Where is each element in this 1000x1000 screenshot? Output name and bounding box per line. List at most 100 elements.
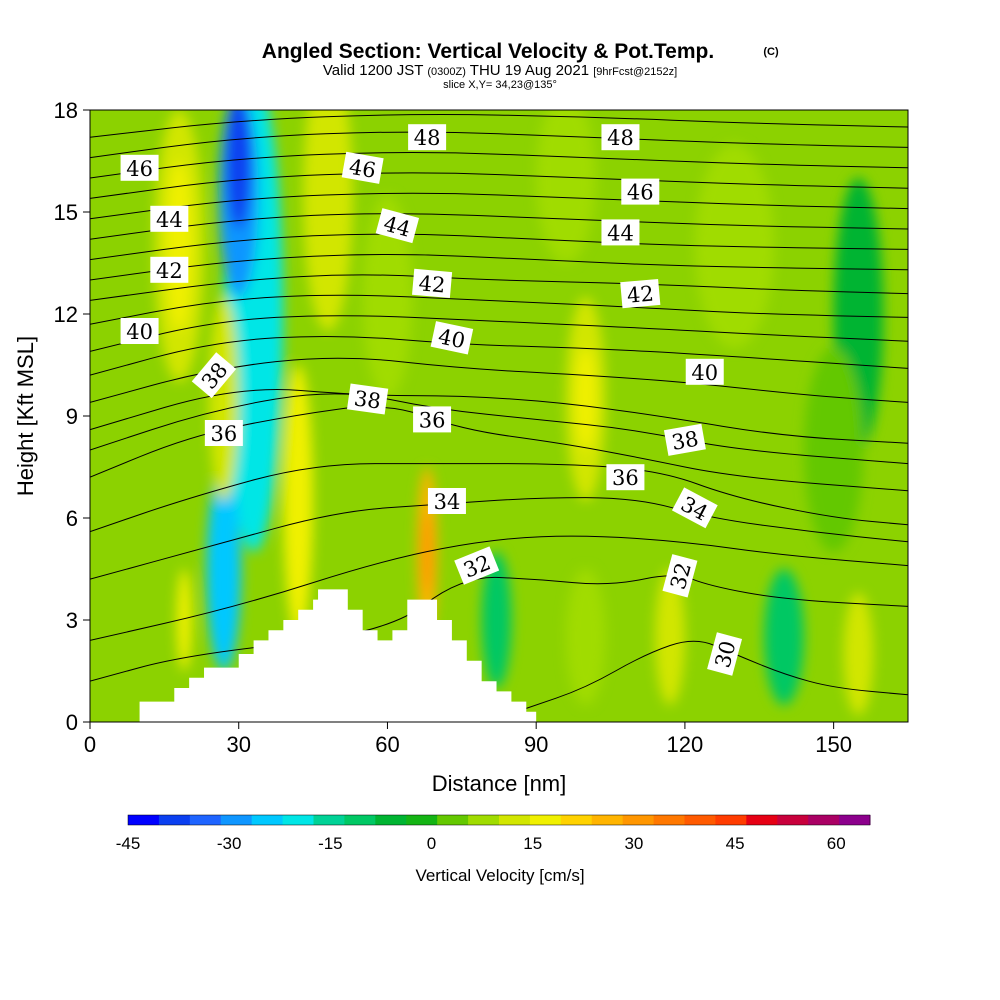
velocity-cell (362, 195, 413, 399)
y-tick-label: 3 (66, 608, 78, 633)
contour-label-box (191, 352, 237, 399)
contour-label-box (601, 219, 640, 246)
terrain-mask (139, 589, 537, 722)
velocity-cell (283, 365, 314, 637)
colorbar-swatch (715, 815, 747, 825)
contour-label-text: 44 (607, 221, 634, 245)
colorbar-swatch (653, 815, 685, 825)
contour-label-box (413, 406, 452, 433)
colorbar-swatch (808, 815, 840, 825)
x-tick-label: 90 (524, 732, 548, 757)
contour-label-box (204, 420, 243, 446)
colorbar: -45 -30 -15 0 15 30 45 60 (116, 814, 871, 853)
velocity-cell (565, 569, 606, 705)
colorbar-tick-label: -30 (217, 834, 242, 853)
y-tick-label: 18 (54, 98, 78, 123)
colorbar-swatch (158, 815, 191, 825)
theta-contour-line (90, 172, 908, 199)
contour-label-text: 36 (612, 466, 639, 490)
colorbar-swatch (839, 815, 871, 825)
valid-zulu: (0300Z) (427, 66, 466, 78)
colorbar-swatch (375, 815, 407, 825)
colorbar-swatch (560, 815, 593, 825)
colorbar-swatch (128, 815, 160, 825)
velocity-cell (536, 110, 596, 263)
contour-label-box (375, 208, 420, 244)
contour-label-text: 38 (353, 386, 383, 413)
contour-label-box (620, 278, 661, 309)
theta-contour-line (90, 535, 908, 641)
chart-title-mark: (C) (763, 46, 779, 58)
contour-label: 46 (341, 151, 384, 184)
contour-label-text: 48 (414, 126, 441, 150)
contour-label-text: 36 (210, 422, 237, 446)
chart-title: Angled Section: Vertical Velocity & Pot.… (262, 40, 714, 63)
contour-label-box (427, 488, 466, 514)
colorbar-label: Vertical Velocity [cm/s] (415, 866, 584, 885)
colorbar-swatch (684, 815, 716, 825)
theta-contour-line (90, 114, 908, 138)
contour-label: 36 (413, 406, 452, 433)
contour-label: 40 (430, 321, 474, 355)
contour-label: 42 (412, 268, 453, 299)
velocity-cell (206, 467, 242, 671)
contour-label: 44 (601, 219, 640, 246)
colorbar-swatch (189, 815, 222, 825)
chart-header: Angled Section: Vertical Velocity & Pot.… (262, 40, 779, 91)
velocity-cell (208, 297, 239, 501)
contour-label: 36 (606, 464, 645, 491)
contour-label-box (685, 358, 724, 385)
contour-label-text: 44 (156, 208, 183, 232)
valid-time: Valid 1200 JST (0300Z) THU 19 Aug 2021 [… (323, 62, 677, 79)
y-tick-label: 9 (66, 404, 78, 429)
colorbar-swatch (282, 815, 314, 825)
contour-label-text: 40 (436, 324, 467, 353)
colorbar-swatch (344, 815, 376, 825)
theta-contour-line (90, 389, 908, 444)
colorbar-swatch (499, 815, 531, 825)
x-tick-label: 120 (667, 732, 704, 757)
colorbar-swatch (591, 815, 624, 825)
velocity-cell (226, 110, 252, 229)
theta-contour-line (90, 357, 908, 403)
colorbar-tick-label: 60 (827, 834, 846, 853)
theta-contour-line (90, 335, 908, 376)
contour-label-text: 46 (627, 181, 654, 205)
x-tick-label: 30 (226, 732, 250, 757)
contour-label: 42 (150, 256, 189, 283)
y-tick-label: 6 (66, 506, 78, 531)
x-tick-label: 150 (815, 732, 852, 757)
contour-label-box (341, 151, 384, 184)
velocity-cell (694, 144, 775, 348)
y-axis-label: Height [Kft MSL] (13, 336, 38, 496)
y-tick-label: 12 (54, 302, 78, 327)
contour-label-text: 40 (691, 361, 718, 385)
contour-label-text: 48 (607, 126, 634, 150)
contour-label-box (621, 178, 660, 205)
contour-label-box (120, 318, 159, 344)
y-tick-label: 15 (54, 200, 78, 225)
x-axis: 0 30 60 90 120 150 (84, 722, 852, 757)
colorbar-tick-label: 45 (726, 834, 745, 853)
colorbar-swatch (622, 815, 655, 825)
contour-label: 48 (601, 124, 640, 151)
contour-label-box (430, 321, 474, 355)
contour-label-text: 42 (156, 259, 183, 283)
contour-label-text: 42 (626, 281, 655, 307)
theta-contour-line (90, 575, 908, 682)
contour-label-text: 42 (418, 271, 447, 297)
velocity-cell (843, 592, 874, 716)
contour-label: 48 (408, 124, 447, 151)
velocity-cell (481, 552, 512, 688)
contour-label-box (606, 464, 645, 491)
theta-contour-line (90, 497, 908, 580)
colorbar-swatch (437, 815, 469, 825)
contour-label: 40 (120, 318, 159, 344)
velocity-cell (575, 348, 596, 450)
theta-contour-line (90, 463, 908, 533)
contour-label-box (150, 256, 189, 283)
contour-label: 40 (685, 358, 724, 385)
theta-contour-line (90, 233, 908, 261)
